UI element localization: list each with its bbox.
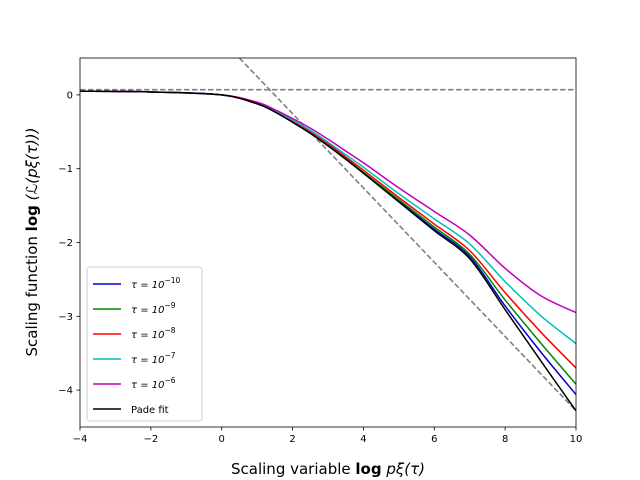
legend: τ = 10−10 τ = 10−9 τ = 10−8 τ = 10−7 τ = 10−… (86, 266, 203, 422)
reference-lines (80, 58, 576, 412)
y-axis-ticks: −4 −3 −2 −1 0 (58, 90, 80, 397)
data-series (80, 90, 576, 412)
y-tick-label: −4 (58, 386, 73, 397)
x-axis-label-bold: log (355, 460, 381, 478)
y-tick-label: −3 (58, 312, 73, 323)
x-tick-label: −2 (143, 434, 158, 445)
reference-line-power-law-asymptote (238, 58, 576, 412)
x-tick-label: 10 (570, 434, 583, 445)
x-tick-label: 8 (502, 434, 508, 445)
x-tick-label: 4 (360, 434, 366, 445)
y-axis-label-math: (ℒ(pξ(τ))) (23, 128, 41, 206)
legend-label: τ = 10−8 (131, 326, 176, 341)
x-axis-label: Scaling variable log pξ(τ) (231, 460, 425, 478)
x-tick-label: 0 (219, 434, 225, 445)
legend-label: τ = 10−9 (131, 301, 176, 316)
x-axis-label-math: pξ(τ) (382, 460, 425, 478)
legend-label: τ = 10−10 (131, 276, 181, 291)
x-tick-label: −4 (73, 434, 88, 445)
x-tick-label: 2 (289, 434, 295, 445)
legend-label: τ = 10−6 (131, 376, 176, 391)
legend-label: Pade fit (131, 405, 169, 416)
y-tick-label: −2 (58, 238, 73, 249)
y-axis-label-prefix: Scaling function (23, 231, 41, 356)
y-tick-label: 0 (67, 90, 73, 101)
y-axis-label-bold: log (23, 205, 41, 231)
y-tick-label: −1 (58, 164, 73, 175)
y-axis-label: Scaling function log (ℒ(pξ(τ))) (23, 128, 41, 357)
legend-label: τ = 10−7 (131, 351, 176, 366)
x-axis-ticks: −4 −2 0 2 4 6 8 10 (73, 427, 583, 445)
series-line-5 (80, 90, 576, 412)
x-axis-label-prefix: Scaling variable (231, 460, 355, 478)
legend-frame (86, 266, 203, 422)
x-tick-label: 6 (431, 434, 437, 445)
